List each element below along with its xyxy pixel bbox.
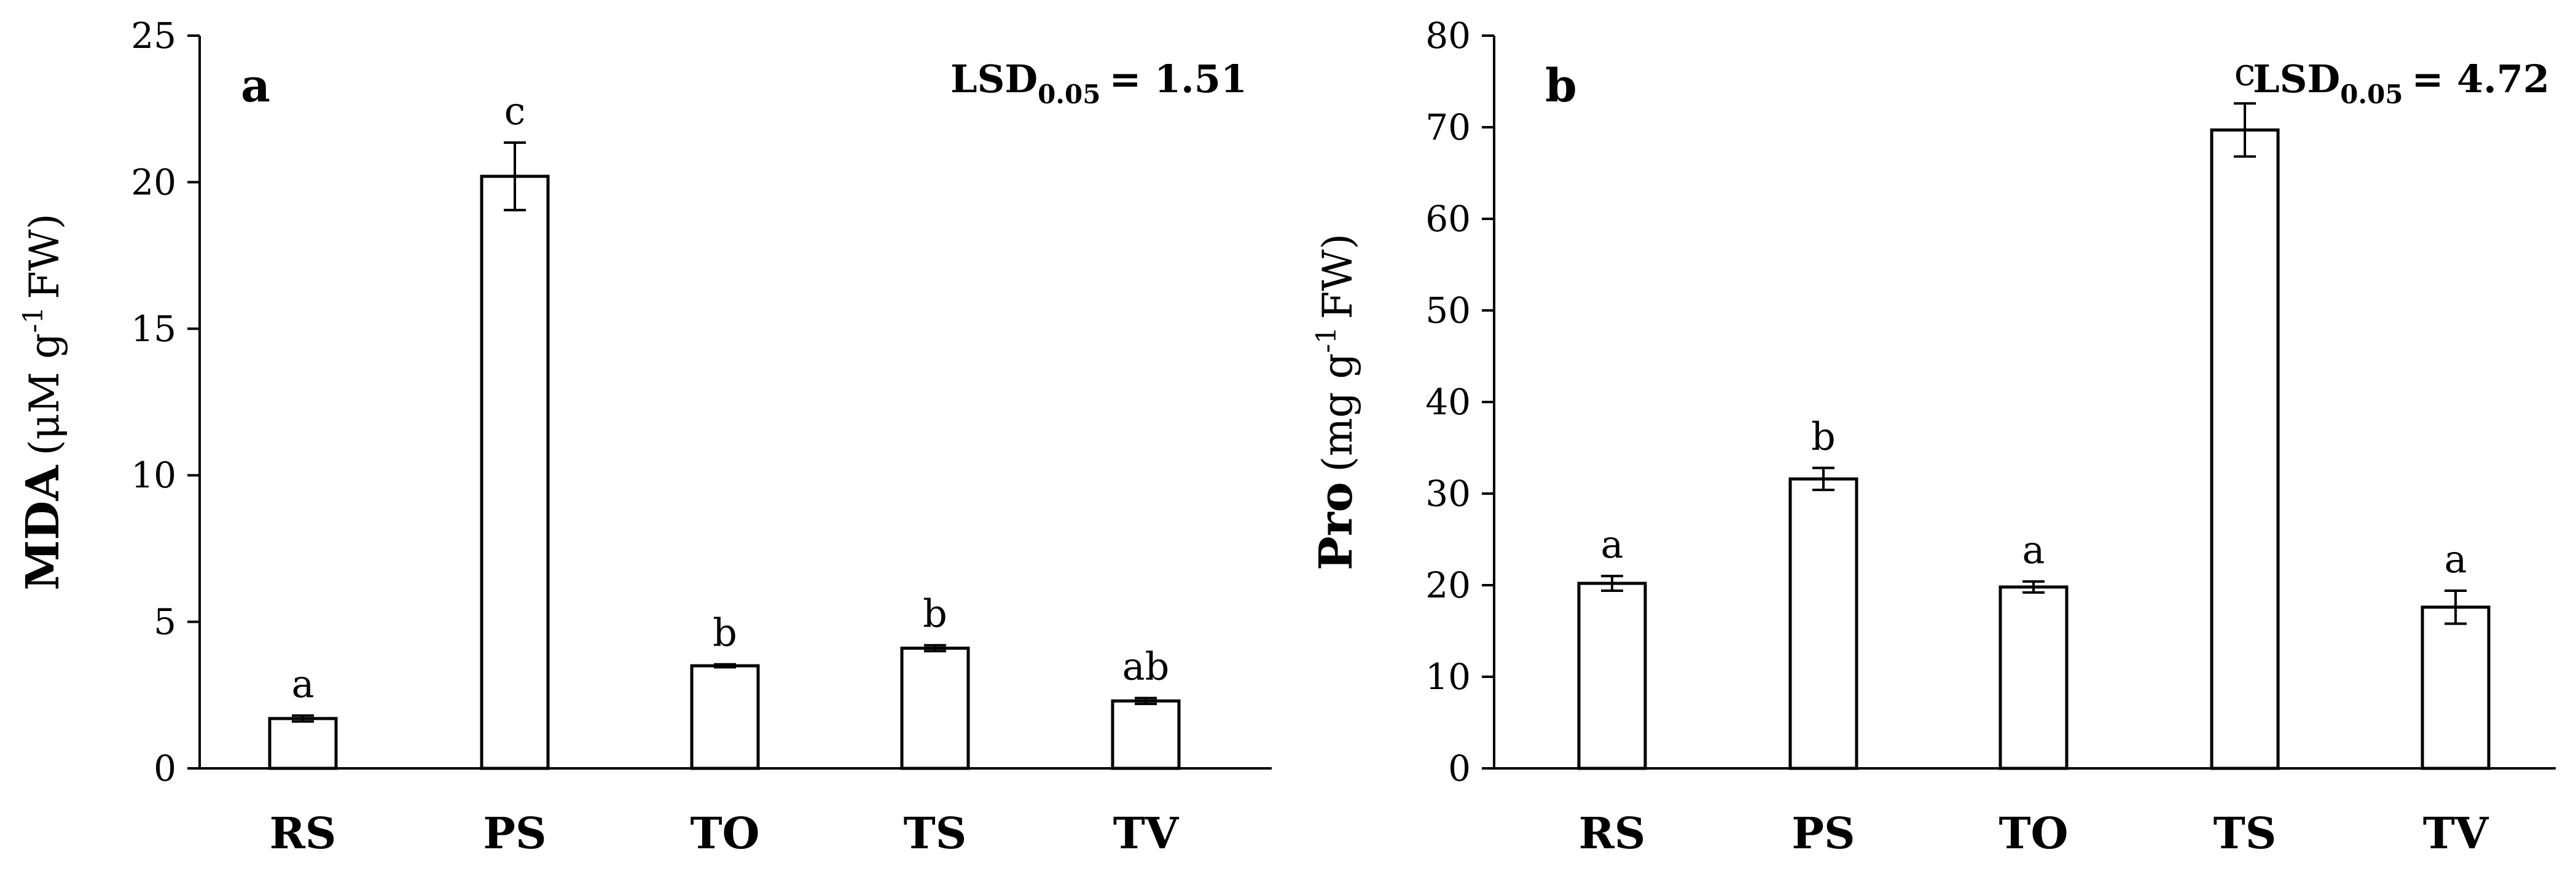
bar-TV	[1111, 699, 1181, 770]
y-tick-label: 0	[154, 747, 176, 789]
y-axis-label-unit-end: FW)	[1314, 234, 1361, 319]
lsd-annotation: LSD0.05 = 1.51	[950, 57, 1247, 109]
category-label-RS: RS	[1579, 808, 1646, 859]
y-tick-label: 60	[1425, 198, 1471, 240]
y-axis-label: MDA (μM g-1 FW)	[17, 213, 69, 590]
y-axis-label-unit: (mg g	[1314, 353, 1361, 472]
y-tick-label: 40	[1425, 381, 1471, 423]
bar-TS	[900, 647, 970, 770]
panel-label: b	[1545, 60, 1577, 112]
lsd-annotation: LSD0.05 = 4.72	[2253, 57, 2550, 109]
lsd-subscript: 0.05	[1038, 79, 1100, 109]
y-tick-label: 0	[1448, 747, 1471, 789]
lsd-value: = 4.72	[2411, 57, 2550, 101]
y-axis-label-unit-end: FW)	[21, 213, 68, 299]
bar-TO	[1999, 585, 2069, 770]
category-label-TS: TS	[2214, 808, 2277, 859]
category-label-TO: TO	[1999, 808, 2068, 859]
significance-letter-TS: b	[923, 591, 947, 636]
y-tick-label: 10	[131, 454, 176, 496]
y-tick-label: 70	[1425, 106, 1471, 148]
bar-TV	[2421, 605, 2491, 770]
bar-PS	[1788, 477, 1858, 770]
significance-letter-RS: a	[292, 661, 315, 706]
y-tick-label: 25	[131, 15, 176, 57]
y-axis-label-unit: (μM g	[21, 333, 68, 455]
significance-letter-RS: a	[1601, 522, 1624, 567]
y-axis-label-superscript: -1	[18, 307, 49, 333]
panel-a: 0 5 10 15 20 25 a RS c PS b TO b TS ab TV a LSD0.05 = 1.51…	[17, 15, 1272, 859]
bar-RS	[268, 717, 338, 770]
y-axis-label-superscript: -1	[1311, 326, 1342, 353]
y-tick-label: 80	[1425, 15, 1471, 57]
significance-letter-TO: a	[2022, 527, 2045, 572]
significance-letter-PS: c	[504, 89, 526, 133]
significance-letter-PS: b	[1811, 414, 1836, 459]
category-label-RS: RS	[270, 808, 337, 859]
bar-TO	[690, 664, 760, 770]
y-tick-label: 15	[131, 308, 176, 350]
y-tick-label: 30	[1425, 473, 1471, 514]
y-axis-label-quantity: Pro	[1310, 482, 1363, 570]
significance-letter-TV: a	[2445, 537, 2467, 581]
y-tick-label: 50	[1425, 290, 1471, 331]
category-label-TO: TO	[690, 808, 759, 859]
y-tick-label: 5	[154, 601, 176, 643]
y-tick-label: 20	[1425, 564, 1471, 606]
category-label-PS: PS	[483, 808, 546, 859]
significance-letter-TS: c	[2234, 49, 2256, 94]
panel-b: 0 10 20 30 40 50 60 70 80 a RS b PS a TO c TS a TV b LSD0.05…	[1310, 15, 2556, 859]
bar-PS	[480, 175, 550, 770]
category-label-PS: PS	[1791, 808, 1855, 859]
significance-letter-TV: ab	[1122, 644, 1170, 689]
bar-TS	[2210, 128, 2280, 770]
y-tick-label: 10	[1425, 656, 1471, 698]
y-tick-label: 20	[131, 161, 176, 203]
bar-RS	[1577, 581, 1647, 770]
lsd-label: LSD	[2253, 57, 2340, 101]
lsd-label: LSD	[950, 57, 1038, 101]
lsd-subscript: 0.05	[2340, 79, 2403, 109]
panel-label: a	[241, 60, 270, 112]
category-label-TV: TV	[2423, 808, 2489, 859]
lsd-value: = 1.51	[1109, 57, 1247, 101]
category-label-TV: TV	[1113, 808, 1180, 859]
category-label-TS: TS	[904, 808, 967, 859]
y-axis-label: Pro (mg g-1 FW)	[1310, 234, 1363, 570]
significance-letter-TO: b	[713, 610, 737, 655]
y-axis-label-quantity: MDA	[17, 465, 69, 591]
